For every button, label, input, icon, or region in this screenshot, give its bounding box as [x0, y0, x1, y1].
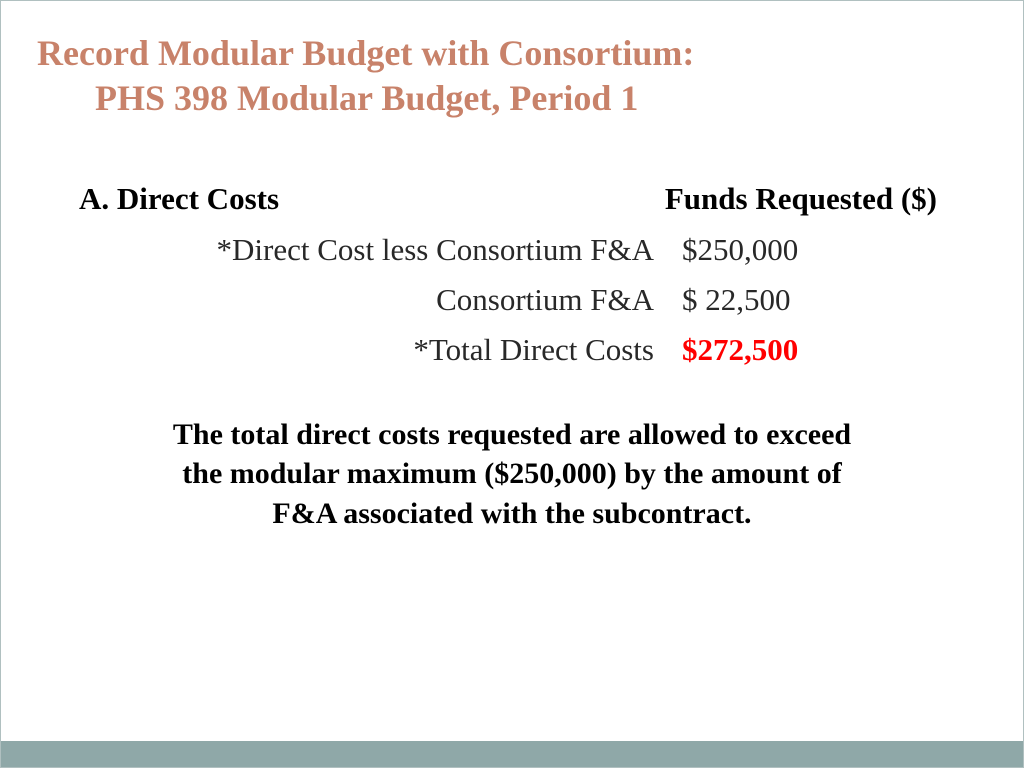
content-block: A. Direct Costs Funds Requested ($) *Dir…: [37, 181, 987, 533]
budget-row: *Direct Cost less Consortium F&A $250,00…: [57, 229, 967, 271]
row-label: *Direct Cost less Consortium F&A: [57, 229, 682, 271]
title-line-1: Record Modular Budget with Consortium:: [37, 31, 987, 76]
row-value: $ 22,500: [682, 279, 791, 321]
row-label: *Total Direct Costs: [57, 329, 682, 371]
section-header-right: Funds Requested ($): [665, 181, 937, 217]
title-line-2: PHS 398 Modular Budget, Period 1: [37, 76, 987, 121]
budget-row: Consortium F&A $ 22,500: [57, 279, 967, 321]
row-label: Consortium F&A: [57, 279, 682, 321]
section-header-row: A. Direct Costs Funds Requested ($): [57, 181, 967, 217]
budget-row-total: *Total Direct Costs $272,500: [57, 329, 967, 371]
row-value-highlight: $272,500: [682, 329, 798, 371]
explanatory-note: The total direct costs requested are all…: [57, 415, 967, 534]
slide-container: Record Modular Budget with Consortium: P…: [0, 0, 1024, 768]
section-header-left: A. Direct Costs: [79, 181, 279, 217]
bottom-accent-band: [1, 741, 1023, 767]
title-block: Record Modular Budget with Consortium: P…: [37, 31, 987, 121]
row-value: $250,000: [682, 229, 798, 271]
